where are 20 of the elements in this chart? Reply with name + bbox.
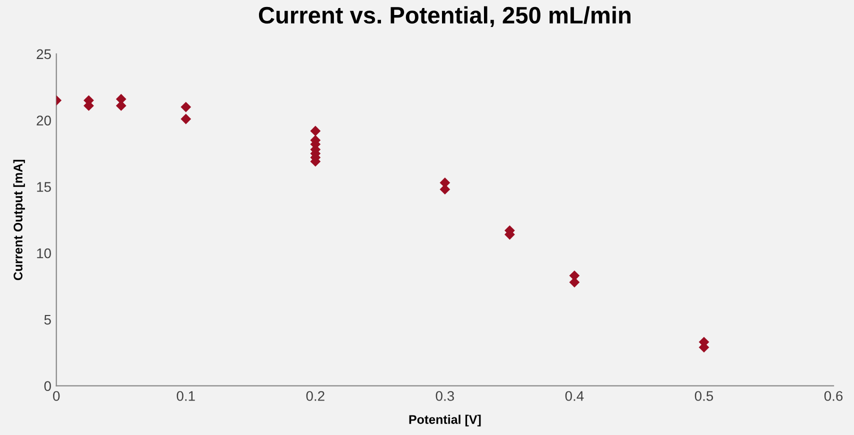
y-tick-label: 25 [36,49,51,60]
x-tick-label: 0.3 [436,391,454,401]
x-tick-label: 0 [53,391,60,401]
y-tick-label: 20 [36,116,51,126]
point [180,114,192,124]
x-tick-label: 0.6 [824,391,843,401]
x-tick-label: 0.2 [306,391,324,401]
y-tick-label: 5 [44,314,51,325]
y-tick-label: 0 [44,381,51,392]
y-tick-label: 15 [37,182,51,192]
point [180,102,192,112]
x-tick-label: 0.5 [694,391,714,401]
point [116,100,126,111]
x-axis-title: Potential [V] [409,414,481,426]
point [310,126,321,136]
x-tick-label: 0.4 [565,391,584,401]
y-tick-label: 10 [37,248,51,258]
chart-title: Current vs. Potential, 250 mL/min [258,6,630,28]
y-axis-title: Current Output [mA] [13,160,25,280]
x-tick-label: 0.1 [176,391,195,401]
